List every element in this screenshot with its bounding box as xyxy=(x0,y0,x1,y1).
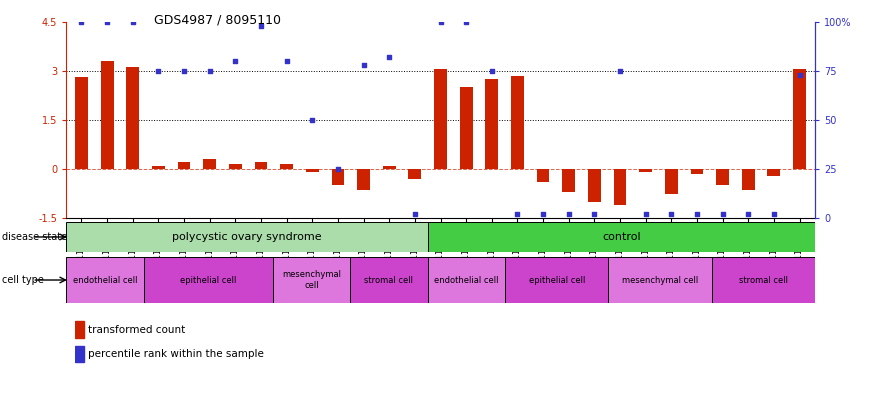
Point xyxy=(126,18,140,25)
Point xyxy=(613,68,627,74)
Bar xyxy=(716,169,729,185)
Bar xyxy=(511,75,524,169)
Point xyxy=(331,166,345,172)
Text: epithelial cell: epithelial cell xyxy=(529,275,585,285)
Point xyxy=(588,211,602,217)
Text: mesenchymal
cell: mesenchymal cell xyxy=(282,270,341,290)
Bar xyxy=(350,257,427,303)
Point xyxy=(228,58,242,64)
Bar xyxy=(588,169,601,202)
Point xyxy=(408,211,422,217)
Point xyxy=(485,68,499,74)
Bar xyxy=(409,169,421,179)
Bar xyxy=(609,257,712,303)
Bar xyxy=(357,169,370,190)
Point xyxy=(152,68,166,74)
Bar xyxy=(229,164,241,169)
Bar xyxy=(427,222,815,252)
Point xyxy=(357,62,371,68)
Bar xyxy=(255,162,268,169)
Bar xyxy=(178,162,190,169)
Point xyxy=(793,72,807,78)
Bar xyxy=(383,166,396,169)
Point xyxy=(459,18,473,25)
Bar xyxy=(144,257,272,303)
Text: disease state: disease state xyxy=(2,232,67,242)
Bar xyxy=(100,61,114,169)
Bar xyxy=(712,257,815,303)
Text: cell type: cell type xyxy=(2,275,44,285)
Text: control: control xyxy=(602,232,640,242)
Point xyxy=(203,68,217,74)
Bar xyxy=(640,169,652,172)
Bar xyxy=(665,169,677,193)
Bar xyxy=(537,169,550,182)
Text: endothelial cell: endothelial cell xyxy=(434,275,499,285)
Text: stromal cell: stromal cell xyxy=(365,275,413,285)
Bar xyxy=(562,169,575,192)
Bar xyxy=(66,257,144,303)
Point xyxy=(100,18,115,25)
Point xyxy=(254,22,268,29)
Bar xyxy=(306,169,319,172)
Point xyxy=(74,18,88,25)
Point xyxy=(279,58,293,64)
Bar xyxy=(280,164,293,169)
Text: polycystic ovary syndrome: polycystic ovary syndrome xyxy=(172,232,322,242)
Text: epithelial cell: epithelial cell xyxy=(180,275,236,285)
Bar xyxy=(505,257,609,303)
Bar xyxy=(331,169,344,185)
Bar xyxy=(613,169,626,205)
Bar xyxy=(434,69,447,169)
Bar xyxy=(75,321,84,338)
Bar xyxy=(460,87,472,169)
Bar xyxy=(742,169,755,190)
Point xyxy=(433,18,448,25)
Bar xyxy=(75,77,88,169)
Bar xyxy=(793,69,806,169)
Text: mesenchymal cell: mesenchymal cell xyxy=(622,275,698,285)
Text: endothelial cell: endothelial cell xyxy=(72,275,137,285)
Text: percentile rank within the sample: percentile rank within the sample xyxy=(87,349,263,359)
Point xyxy=(382,54,396,60)
Point xyxy=(766,211,781,217)
Point xyxy=(664,211,678,217)
Point xyxy=(562,211,576,217)
Point xyxy=(536,211,550,217)
Bar xyxy=(427,257,505,303)
Bar xyxy=(66,222,427,252)
Point xyxy=(715,211,729,217)
Bar xyxy=(152,166,165,169)
Bar xyxy=(272,257,350,303)
Point xyxy=(639,211,653,217)
Point xyxy=(177,68,191,74)
Point xyxy=(305,117,319,123)
Bar xyxy=(485,79,498,169)
Bar xyxy=(691,169,703,174)
Bar xyxy=(126,68,139,169)
Text: GDS4987 / 8095110: GDS4987 / 8095110 xyxy=(154,14,281,27)
Point xyxy=(510,211,524,217)
Point xyxy=(741,211,755,217)
Text: stromal cell: stromal cell xyxy=(739,275,788,285)
Text: transformed count: transformed count xyxy=(87,325,185,335)
Bar xyxy=(767,169,781,176)
Bar xyxy=(75,346,84,362)
Point xyxy=(690,211,704,217)
Bar xyxy=(204,159,216,169)
